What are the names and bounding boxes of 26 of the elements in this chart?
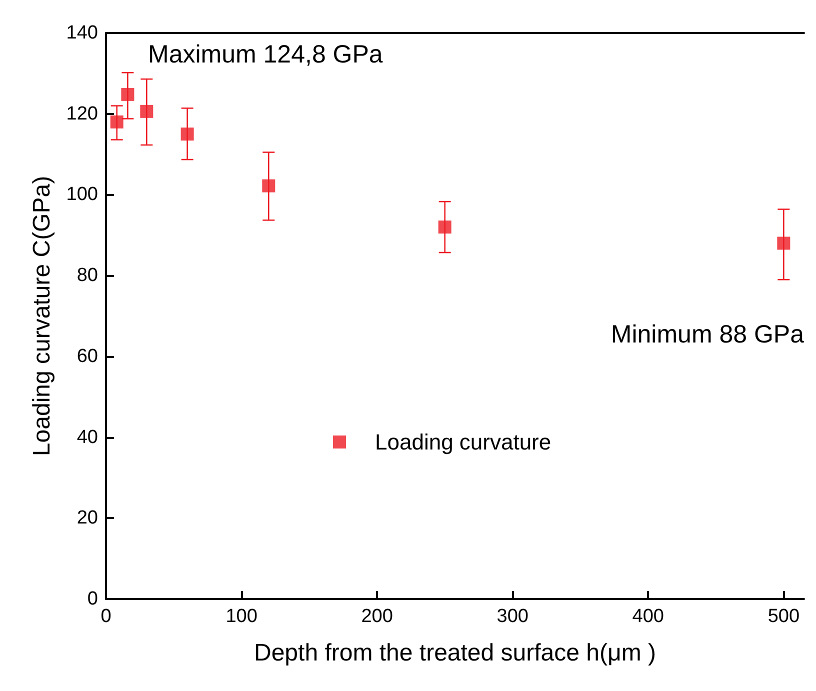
- y-tick-label: 80: [76, 265, 98, 286]
- x-tick-label: 300: [496, 606, 528, 627]
- point: [777, 236, 790, 250]
- y-tick-label: 60: [76, 346, 98, 367]
- x-tick-label: 200: [361, 606, 393, 627]
- point: [110, 115, 124, 128]
- y-tick-label: 120: [66, 103, 98, 124]
- y-tick-label: 0: [87, 588, 98, 610]
- x-axis-title: Depth from the treated surface h(μm ): [254, 640, 656, 666]
- point: [180, 128, 194, 141]
- legend-label: Loading curvature: [375, 430, 552, 454]
- x-tick-label: 400: [632, 606, 664, 627]
- point: [438, 220, 452, 234]
- y-axis-title: Loading curvature C(GPa): [28, 176, 56, 456]
- y-tick-label: 20: [76, 508, 98, 529]
- x-tick-label: 500: [768, 606, 800, 627]
- y-tick-label: 100: [66, 184, 98, 206]
- point: [121, 88, 134, 101]
- y-tick-label: 140: [66, 22, 98, 44]
- x-tick-label: 0: [100, 606, 112, 627]
- y-tick-label: 40: [76, 426, 98, 448]
- x-tick-label: 100: [226, 606, 258, 627]
- annotation: Minimum 88 GPa: [610, 320, 804, 348]
- point: [140, 104, 154, 118]
- point: [262, 179, 276, 192]
- annotation: Maximum 124,8 GPa: [148, 40, 383, 68]
